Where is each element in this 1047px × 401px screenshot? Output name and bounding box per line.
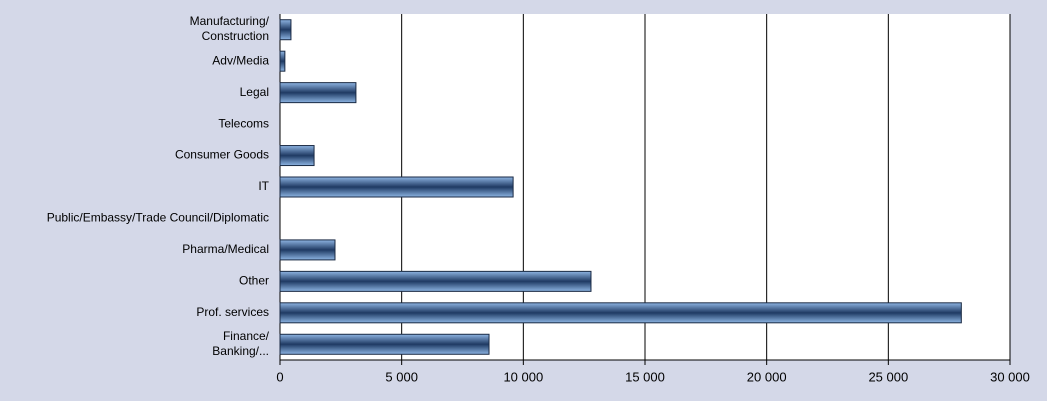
bar [279, 82, 357, 104]
x-tick-label: 0 [276, 369, 283, 384]
bar [279, 333, 490, 355]
x-tick-label: 30 000 [990, 369, 1030, 384]
y-tick-label: Consumer Goods [175, 148, 269, 162]
y-tick-label: Pharma/Medical [182, 242, 269, 256]
x-tick-label: 15 000 [625, 369, 665, 384]
y-tick-label: Other [239, 274, 269, 288]
bar [279, 50, 286, 72]
bar [279, 302, 962, 324]
x-tick-label: 25 000 [868, 369, 908, 384]
y-tick-label: Manufacturing/Construction [190, 14, 270, 43]
y-tick-label: Finance/Banking/... [212, 329, 269, 358]
x-tick-label: 10 000 [503, 369, 543, 384]
y-tick-label: IT [258, 179, 269, 193]
bar [279, 239, 336, 261]
x-tick-label: 5 000 [385, 369, 418, 384]
x-tick-label: 20 000 [747, 369, 787, 384]
y-tick-label: Adv/Media [212, 53, 269, 67]
bar [279, 270, 592, 292]
bar [279, 19, 292, 41]
y-tick-label: Telecoms [218, 116, 269, 130]
bar [279, 145, 315, 167]
y-tick-label: Prof. services [196, 305, 269, 319]
bar [279, 176, 514, 198]
y-tick-label: Legal [240, 85, 269, 99]
y-tick-label: Public/Embassy/Trade Council/Diplomatic [47, 211, 269, 225]
